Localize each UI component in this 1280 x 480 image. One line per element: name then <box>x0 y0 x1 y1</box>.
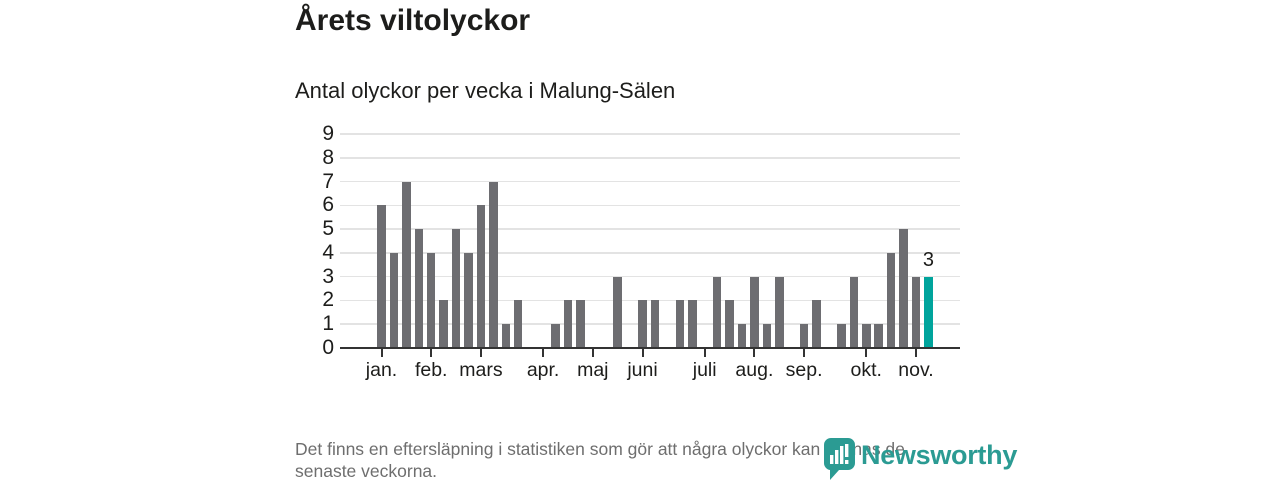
bar <box>563 300 573 347</box>
y-axis-tick-label: 1 <box>322 312 334 336</box>
x-axis-month-label: juli <box>692 359 717 381</box>
x-axis-tick <box>542 349 545 357</box>
y-axis-tick-label: 6 <box>322 193 334 217</box>
newsworthy-pin-icon <box>824 438 855 480</box>
bar <box>377 205 386 347</box>
bar <box>638 300 647 347</box>
bar <box>899 229 908 347</box>
bar <box>451 229 461 347</box>
bar <box>501 324 511 347</box>
x-axis-month-label: aug. <box>735 359 774 381</box>
bar <box>837 324 846 347</box>
bar <box>439 300 448 347</box>
newsworthy-logo-text: Newsworthy <box>861 440 1018 470</box>
x-axis-month-label: jan. <box>365 359 398 381</box>
bar <box>551 324 560 347</box>
footnote-text: Det finns en eftersläpning i statistiken… <box>295 439 905 480</box>
x-axis-month-label: feb. <box>414 359 448 381</box>
bar <box>874 324 883 347</box>
bar <box>737 324 747 347</box>
y-axis-tick-label: 9 <box>322 122 334 145</box>
x-axis-month-label: juni <box>627 359 658 381</box>
bar <box>489 181 498 347</box>
x-axis-tick <box>380 349 383 357</box>
bar <box>426 252 436 347</box>
bar <box>675 300 685 347</box>
bar <box>812 300 821 347</box>
chart-subtitle: Antal olyckor per vecka i Malung-Sälen <box>295 78 676 103</box>
x-axis-month-label: apr. <box>526 359 560 381</box>
x-axis-month-label: mars <box>459 359 503 381</box>
bar <box>688 300 697 347</box>
bar <box>712 276 722 347</box>
bar <box>650 300 660 347</box>
bar <box>849 276 859 347</box>
bar <box>750 276 759 347</box>
gridline <box>340 133 960 135</box>
bar <box>862 324 871 347</box>
highlighted-bar <box>924 276 933 347</box>
gridline <box>340 157 960 159</box>
gridline <box>340 299 960 302</box>
x-axis-tick <box>703 349 706 357</box>
bar <box>613 276 622 347</box>
bar <box>911 276 921 347</box>
x-axis-month-label: okt. <box>850 359 882 381</box>
bar <box>762 324 772 347</box>
x-axis-month-label: maj <box>577 359 609 381</box>
x-axis-month-label: nov. <box>898 359 934 381</box>
newsworthy-logo: Newsworthy <box>824 438 1017 480</box>
x-axis-month-label: sep. <box>785 359 823 381</box>
y-axis-tick-label: 5 <box>322 217 334 241</box>
x-axis-tick <box>753 349 756 357</box>
y-axis-tick-label: 3 <box>322 264 334 288</box>
y-axis-tick-label: 2 <box>322 288 334 312</box>
x-axis-tick <box>865 349 868 357</box>
x-axis-tick <box>430 349 433 357</box>
x-axis-tick <box>641 349 644 357</box>
gridline <box>340 204 960 207</box>
bar <box>886 252 896 347</box>
bar <box>402 181 411 347</box>
y-axis-tick-label: 4 <box>322 240 334 264</box>
x-axis-tick <box>803 349 806 357</box>
bar <box>725 300 734 347</box>
gridline <box>340 275 960 278</box>
gridline <box>340 228 960 230</box>
bar <box>389 252 399 347</box>
bar <box>414 229 424 347</box>
y-axis-tick-label: 8 <box>322 145 334 169</box>
x-axis-line <box>340 347 960 349</box>
gridline <box>340 180 960 183</box>
bar <box>464 252 473 347</box>
x-axis-tick <box>591 349 594 357</box>
y-axis-tick-label: 0 <box>322 336 334 359</box>
bar <box>513 300 523 347</box>
gridline <box>340 323 960 325</box>
x-axis-tick <box>479 349 482 357</box>
y-axis-tick-label: 7 <box>322 169 334 193</box>
highlight-value-label: 3 <box>922 248 934 271</box>
page-title: Årets viltolyckor <box>295 4 531 37</box>
weekly-accidents-bar-chart: 0 1 2 3 4 5 6 7 8 9 jan. feb. mars apr. maj juni juli aug… <box>322 122 960 381</box>
gridline <box>340 252 960 254</box>
x-axis-tick <box>914 349 917 357</box>
bar <box>775 276 784 347</box>
bar <box>799 324 809 347</box>
bar <box>476 205 486 347</box>
bar <box>576 300 585 347</box>
